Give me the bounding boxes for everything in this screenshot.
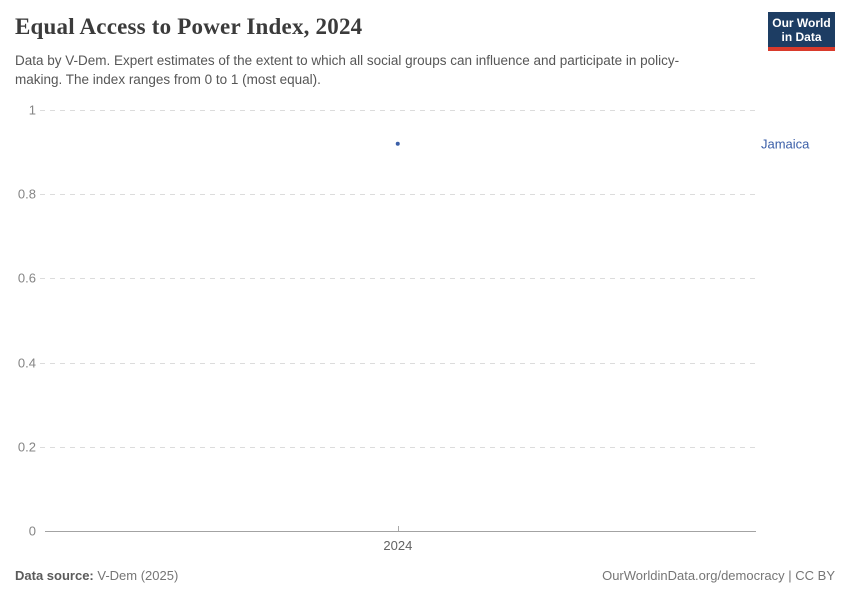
y-axis-tick-label: 0.8 (17, 186, 36, 202)
owid-logo-line2: in Data (781, 29, 822, 44)
x-axis-line (45, 530, 756, 532)
data-point-jamaica[interactable] (395, 141, 401, 146)
y-axis-tick-label: 0.2 (17, 439, 36, 455)
gridline (40, 110, 755, 111)
rights-note: OurWorldinData.org/democracy | CC BY (602, 568, 835, 583)
gridline (40, 446, 755, 448)
owid-logo-line1: Our World (772, 15, 831, 30)
y-axis-tick-label: 1 (28, 102, 36, 118)
chart-footer: Data source: V-Dem (2025) OurWorldinData… (15, 568, 835, 583)
data-source-note: Data source: V-Dem (2025) (15, 568, 178, 583)
y-axis-tick-label: 0.6 (17, 270, 36, 286)
owid-url-link[interactable]: OurWorldinData.org/democracy (602, 568, 785, 583)
license-label: | CC BY (788, 568, 835, 583)
x-axis-tick-label: 2024 (383, 538, 413, 553)
owid-logo[interactable]: Our World in Data (768, 12, 835, 51)
gridline (40, 194, 755, 196)
plot-area: 2024 Jamaica 0 0.2 0.4 0.6 0.8 1 (18, 103, 810, 554)
x-axis-tick (397, 526, 399, 531)
gridline (40, 278, 755, 280)
gridline (40, 362, 755, 364)
chart-subtitle: Data by V-Dem. Expert estimates of the e… (15, 53, 680, 87)
y-axis-tick-label: 0.4 (17, 355, 36, 371)
data-source-label: Data source: (15, 568, 94, 583)
series-label-jamaica[interactable]: Jamaica (761, 136, 810, 152)
data-source-value: V-Dem (2025) (97, 568, 179, 583)
chart-title: Equal Access to Power Index, 2024 (15, 14, 363, 39)
y-axis-tick-label: 0 (28, 523, 36, 539)
